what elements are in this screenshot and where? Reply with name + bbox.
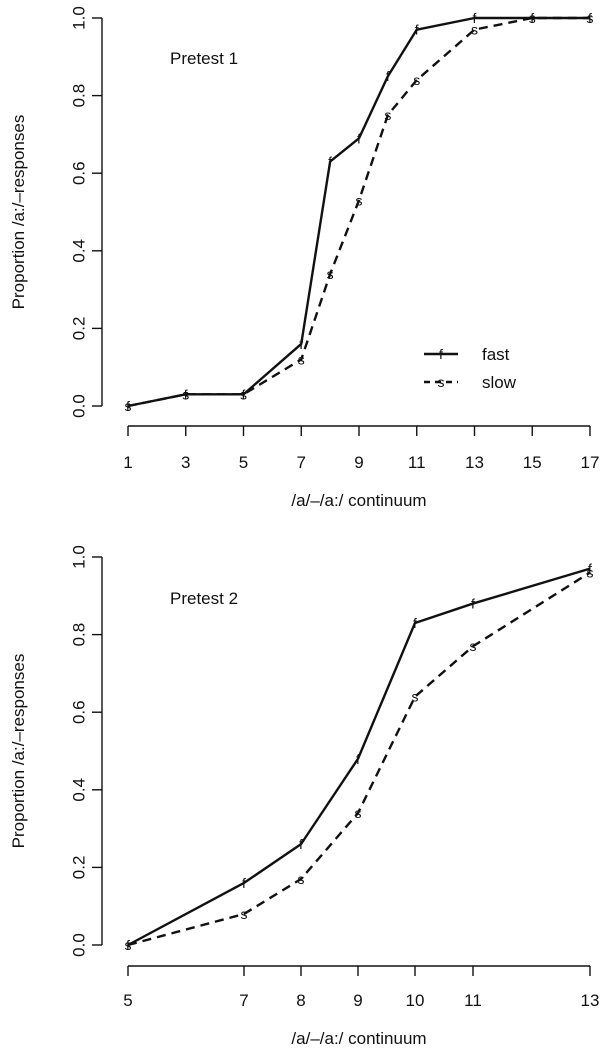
x-tick-label: 13 bbox=[465, 453, 484, 472]
series-line-slow bbox=[127, 16, 590, 408]
data-point-slow: s bbox=[412, 689, 419, 705]
x-tick-label: 9 bbox=[354, 453, 363, 472]
panel-title: Pretest 1 bbox=[170, 49, 238, 68]
data-point-slow: s bbox=[125, 398, 132, 414]
data-point-fast: f bbox=[588, 561, 592, 577]
data-point-fast: f bbox=[530, 10, 534, 26]
y-tick-label: 0.6 bbox=[69, 161, 88, 185]
series-line-fast bbox=[127, 567, 591, 947]
data-point-fast: f bbox=[471, 596, 475, 612]
legend-marker-slow: s bbox=[438, 374, 445, 390]
x-tick-label: 7 bbox=[239, 991, 248, 1010]
x-axis-title: /a/–/a:/ continuum bbox=[291, 1029, 426, 1048]
data-point-fast: f bbox=[473, 10, 477, 26]
legend-marker-fast: f bbox=[439, 346, 443, 362]
x-tick-label: 5 bbox=[239, 453, 248, 472]
panel-title: Pretest 2 bbox=[170, 589, 238, 608]
y-tick-label: 0.4 bbox=[69, 778, 88, 802]
data-point-fast: f bbox=[588, 10, 592, 26]
legend: f fast s slow bbox=[424, 345, 517, 392]
y-tick-label: 1.0 bbox=[69, 545, 88, 569]
y-tick-label: 0.2 bbox=[69, 856, 88, 880]
y-tick-label: 0.0 bbox=[69, 394, 88, 418]
y-tick-label: 1.0 bbox=[69, 6, 88, 30]
x-tick-label: 1 bbox=[123, 453, 132, 472]
data-point-fast: f bbox=[242, 875, 246, 891]
x-tick-label: 8 bbox=[296, 991, 305, 1010]
data-point-slow: s bbox=[413, 72, 420, 88]
panel-pretest-1: Pretest 1 Proportion /a:/–responses /a/–… bbox=[9, 6, 599, 510]
data-point-slow: s bbox=[356, 192, 363, 208]
data-point-slow: s bbox=[470, 638, 477, 654]
x-axis-title: /a/–/a:/ continuum bbox=[291, 491, 426, 510]
x-tick-label: 7 bbox=[297, 453, 306, 472]
x-tick-label: 13 bbox=[581, 991, 600, 1010]
data-point-slow: s bbox=[529, 10, 536, 26]
series-line-fast bbox=[127, 16, 590, 408]
data-point-slow: s bbox=[240, 386, 247, 402]
series-line-slow bbox=[127, 571, 591, 947]
data-point-slow: s bbox=[298, 871, 305, 887]
data-point-fast: f bbox=[357, 130, 361, 146]
data-point-fast: f bbox=[299, 836, 303, 852]
data-point-slow: s bbox=[125, 937, 132, 953]
x-tick-label: 3 bbox=[181, 453, 190, 472]
data-point-slow: s bbox=[587, 565, 594, 581]
data-point-fast: f bbox=[184, 386, 188, 402]
y-tick-label: 0.8 bbox=[69, 623, 88, 647]
legend-label-fast: fast bbox=[482, 345, 510, 364]
data-point-fast: f bbox=[242, 386, 246, 402]
data-point-slow: s bbox=[384, 107, 391, 123]
data-point-slow: s bbox=[182, 386, 189, 402]
data-point-slow: s bbox=[327, 266, 334, 282]
data-point-slow: s bbox=[355, 805, 362, 821]
x-tick-label: 9 bbox=[353, 991, 362, 1010]
data-point-fast: f bbox=[328, 154, 332, 170]
y-tick-label: 0.4 bbox=[69, 239, 88, 263]
y-tick-label: 0.8 bbox=[69, 84, 88, 108]
y-tick-label: 0.0 bbox=[69, 933, 88, 957]
y-axis-title: Proportion /a:/–responses bbox=[9, 115, 28, 310]
data-point-fast: f bbox=[299, 336, 303, 352]
data-point-fast: f bbox=[413, 615, 417, 631]
y-tick-label: 0.6 bbox=[69, 700, 88, 724]
x-tick-label: 17 bbox=[581, 453, 600, 472]
data-point-slow: s bbox=[241, 906, 248, 922]
data-point-fast: f bbox=[415, 22, 419, 38]
data-point-slow: s bbox=[471, 22, 478, 38]
data-point-slow: s bbox=[587, 10, 594, 26]
x-tick-label: 5 bbox=[123, 991, 132, 1010]
panel-pretest-2: Pretest 2 Proportion /a:/–responses /a/–… bbox=[9, 545, 599, 1048]
y-tick-label: 0.2 bbox=[69, 317, 88, 341]
x-tick-label: 15 bbox=[523, 453, 542, 472]
data-point-fast: f bbox=[356, 751, 360, 767]
data-point-slow: s bbox=[298, 351, 305, 367]
x-tick-label: 11 bbox=[408, 453, 426, 472]
x-tick-label: 11 bbox=[464, 991, 482, 1010]
y-axis-title: Proportion /a:/–responses bbox=[9, 654, 28, 849]
data-point-fast: f bbox=[386, 68, 390, 84]
x-tick-label: 10 bbox=[406, 991, 425, 1010]
legend-label-slow: slow bbox=[482, 373, 517, 392]
